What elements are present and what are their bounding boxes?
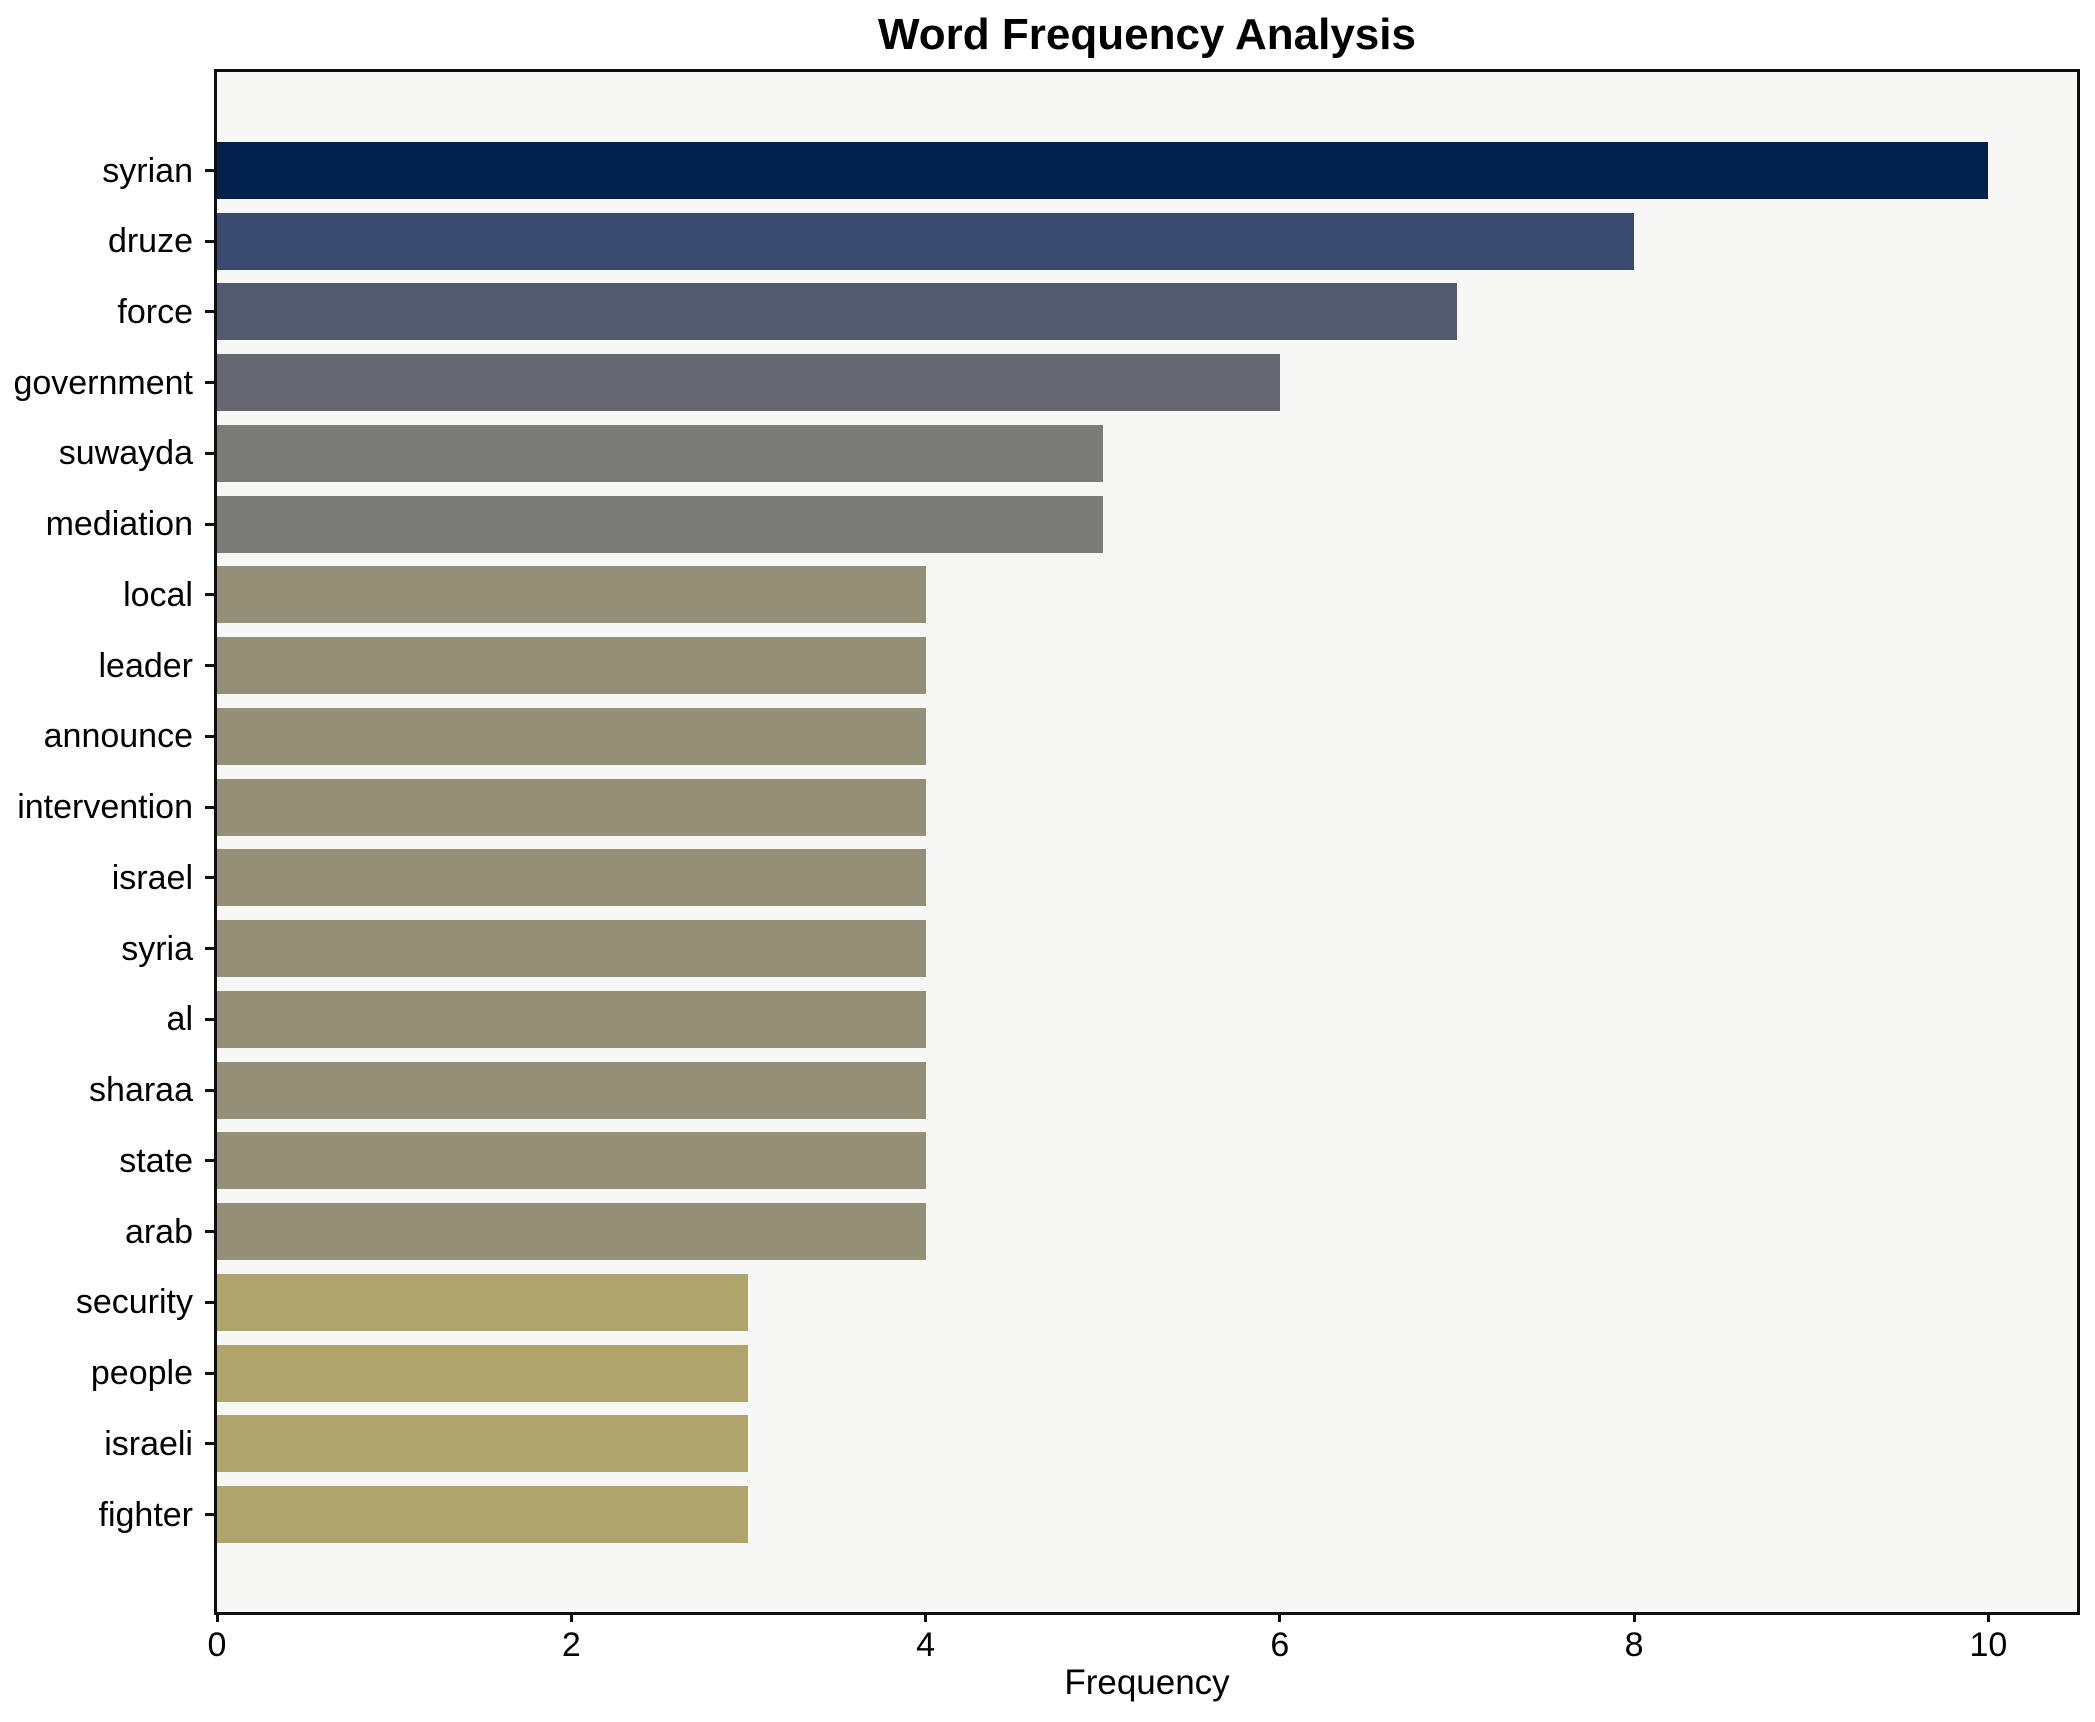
y-label-state: state [119,1141,193,1180]
bar-force [217,283,1457,341]
chart-title: Word Frequency Analysis [878,10,1416,59]
x-tick-label-2: 2 [561,1626,581,1664]
x-tick-mark [1632,1613,1636,1622]
y-label-people: people [90,1354,193,1393]
y-tick-mark [205,239,214,243]
y-label-al: al [166,1000,193,1039]
y-label-sharaa: sharaa [89,1071,193,1110]
x-tick-mark [924,1613,928,1622]
y-label-intervention: intervention [17,788,193,827]
x-tick-mark [1986,1613,1990,1622]
y-tick-mark [205,1230,214,1234]
y-label-announce: announce [43,717,193,756]
x-tick-label-8: 8 [1624,1626,1644,1664]
bar-israel [217,849,926,907]
y-label-syrian: syrian [102,151,193,190]
bar-local [217,566,926,624]
y-tick-mark [205,805,214,809]
bar-syria [217,920,926,978]
y-tick-mark [205,1088,214,1092]
y-tick-mark [205,310,214,314]
bar-suwayda [217,424,1103,482]
bar-sharaa [217,1061,926,1119]
y-tick-mark [205,593,214,597]
x-tick-mark [215,1613,219,1622]
y-tick-mark [205,1017,214,1021]
y-tick-mark [205,947,214,951]
y-label-force: force [117,292,193,331]
y-label-government: government [13,363,193,402]
y-label-fighter: fighter [98,1495,194,1534]
y-tick-mark [205,381,214,385]
y-tick-mark [205,664,214,668]
x-tick-label-0: 0 [207,1626,227,1664]
bar-druze [217,212,1635,270]
bar-leader [217,637,926,695]
bar-mediation [217,495,1103,553]
y-tick-mark [205,1300,214,1304]
y-tick-mark [205,522,214,526]
bar-government [217,354,1280,412]
y-label-syria: syria [121,929,193,968]
y-tick-mark [205,169,214,172]
bar-al [217,990,926,1048]
y-label-israeli: israeli [104,1424,193,1463]
bar-announce [217,707,926,765]
bar-security [217,1273,749,1331]
y-label-leader: leader [98,646,193,685]
x-tick-label-10: 10 [1969,1626,2008,1664]
y-label-suwayda: suwayda [58,434,193,473]
bar-people [217,1344,749,1402]
bar-fighter [217,1486,749,1544]
plot-area [214,69,2080,1615]
x-tick-label-6: 6 [1270,1626,1290,1664]
x-tick-mark [1278,1613,1282,1622]
y-tick-mark [205,1513,214,1517]
y-tick-mark [205,451,214,455]
y-label-security: security [75,1283,193,1322]
y-label-druze: druze [107,222,193,261]
x-tick-label-4: 4 [916,1626,936,1664]
bar-intervention [217,778,926,836]
x-tick-mark [569,1613,573,1622]
y-tick-mark [205,1371,214,1375]
y-tick-mark [205,1159,214,1163]
y-label-arab: arab [124,1212,193,1251]
bar-syrian [217,142,1989,199]
bar-israeli [217,1415,749,1473]
y-label-israel: israel [111,858,193,897]
y-tick-mark [205,876,214,880]
y-tick-mark [205,734,214,738]
x-axis-title: Frequency [1064,1663,1230,1702]
y-tick-mark [205,1442,214,1446]
bar-arab [217,1203,926,1261]
bar-state [217,1132,926,1190]
y-label-local: local [123,575,193,614]
y-label-mediation: mediation [45,505,193,544]
